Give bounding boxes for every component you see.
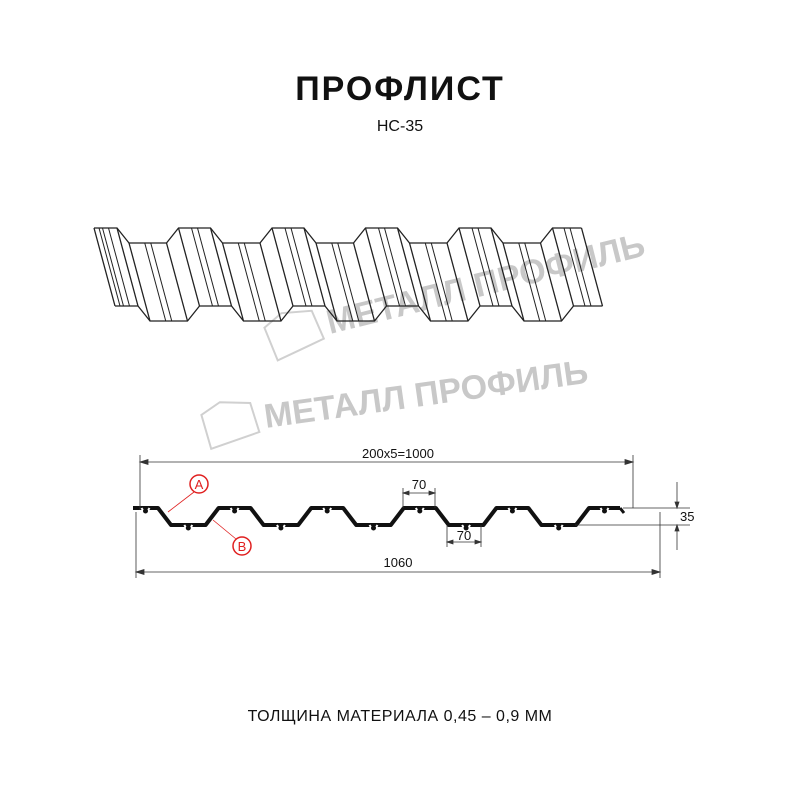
sheet-fold-line [259, 242, 282, 322]
sheet-rib-line [524, 242, 547, 322]
sheet-rib-line [237, 242, 260, 322]
sheet-rib-line [191, 227, 213, 307]
sheet-fold-line [303, 227, 326, 307]
profile-cross-section [133, 506, 626, 531]
sheet-fold-line [408, 242, 432, 322]
dimension-lines [134, 455, 690, 578]
sheet-fold-line [551, 227, 575, 307]
sheet-rib-line [108, 227, 130, 307]
sheet-fold-line [580, 227, 604, 307]
sheet-fold-line [446, 242, 469, 322]
dim-bottom-flat-label: 70 [457, 528, 471, 543]
stiffening-rib [602, 508, 607, 514]
stiffening-rib [556, 525, 562, 531]
sheet-rib-line [150, 242, 173, 322]
sheet-fold-line [315, 242, 338, 322]
sheet-fold-line [221, 242, 245, 322]
dim-top-flat-label: 70 [412, 477, 426, 492]
sheet-fold-line [177, 227, 201, 307]
stiffening-rib [463, 525, 469, 531]
profile-edge-bend [618, 507, 626, 514]
sheet-fold-line [165, 242, 189, 322]
sheet-fold-line [396, 227, 420, 307]
sheet-fold-line [490, 227, 513, 307]
sheet-rib-line [569, 227, 592, 307]
dim-pitch-label: 200x5=1000 [362, 446, 434, 461]
stiffening-rib [232, 508, 238, 514]
sheet-perspective-view [93, 227, 604, 322]
sheet-fold-line [458, 227, 481, 307]
sheet-bottom-edge [115, 305, 603, 322]
sheet-rib-line [337, 242, 360, 322]
sheet-fold-line [93, 227, 116, 307]
sheet-rib-line [284, 227, 307, 307]
profile-line [133, 506, 620, 527]
sheet-edge-line [98, 227, 121, 307]
dim-total-width-label: 1060 [384, 555, 413, 570]
sheet-rib-line [430, 242, 453, 322]
marker-b-label: B [238, 539, 247, 554]
sheet-rib-line [331, 242, 354, 322]
stiffening-rib [509, 508, 515, 514]
sheet-rib-line [378, 227, 400, 307]
sheet-rib-line [290, 227, 313, 307]
sheet-fold-line [209, 227, 233, 307]
sheet-fold-line [128, 242, 151, 322]
dim-height-label: 35 [680, 509, 694, 524]
material-thickness-note: ТОЛЩИНА МАТЕРИАЛА 0,45 – 0,9 ММ [247, 708, 553, 725]
model-label: НС-35 [376, 118, 424, 135]
sheet-rib-line [563, 227, 586, 307]
watermark-logo-top: МЕТАЛЛ ПРОФИЛЬ [263, 226, 649, 362]
stiffening-rib [371, 525, 376, 531]
sheet-fold-line [271, 227, 294, 307]
sheet-rib-line [197, 227, 219, 307]
sheet-fold-line [502, 242, 525, 322]
stiffening-rib [185, 525, 191, 531]
stiffening-rib [324, 508, 330, 514]
sheet-rib-line [144, 242, 167, 322]
sheet-rib-line [243, 242, 266, 322]
stiffening-rib [417, 508, 423, 514]
sheet-rib-line [384, 227, 406, 307]
sheet-rib-line [518, 242, 541, 322]
page-title: ПРОФЛИСТ [295, 70, 505, 108]
sheet-rib-line [102, 227, 124, 307]
sheet-fold-line [364, 227, 388, 307]
sheet-rib-line [424, 242, 447, 322]
marker-b: B [212, 519, 252, 556]
watermark-text-bottom: МЕТАЛЛ ПРОФИЛЬ [262, 353, 591, 436]
sheet-fold-line [352, 242, 376, 322]
sheet-rib-line [471, 227, 494, 307]
sheet-fold-line [539, 242, 563, 322]
sheet-top-edge [94, 227, 582, 244]
watermark-logo-bottom: МЕТАЛЛ ПРОФИЛЬ [200, 353, 591, 451]
stiffening-rib [143, 508, 148, 514]
sheet-rib-line [477, 227, 500, 307]
stiffening-rib [278, 525, 284, 531]
watermark-text-top: МЕТАЛЛ ПРОФИЛЬ [323, 226, 649, 342]
sheet-fold-line [116, 227, 139, 307]
marker-a-label: A [195, 477, 204, 492]
marker-a: A [167, 474, 209, 513]
